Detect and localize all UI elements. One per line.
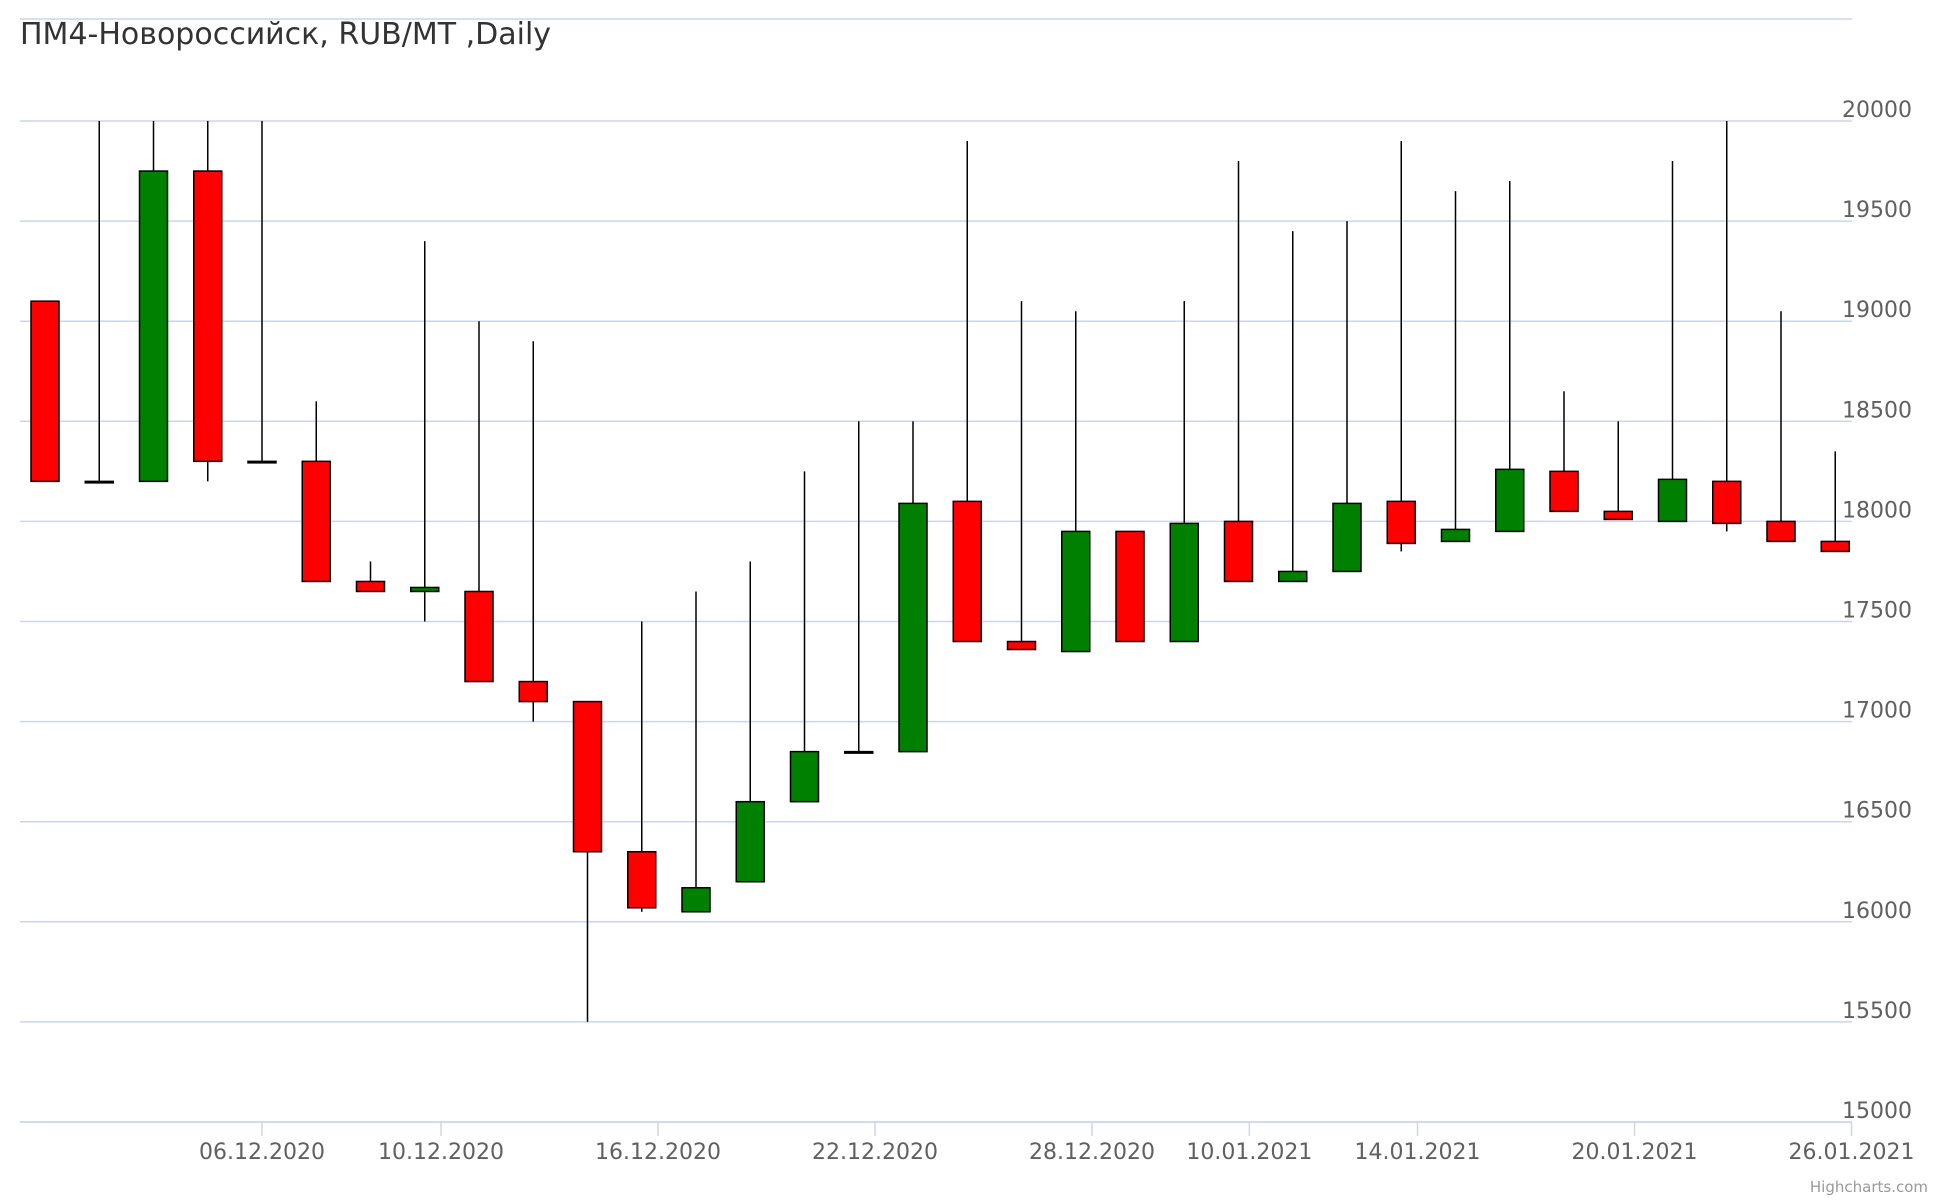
candles	[30, 121, 1850, 1022]
candle-body-up	[1278, 570, 1308, 583]
axes: 15000 15500 16000 16500 17000 17500 18000 18500…	[20, 98, 1915, 1165]
grid-lines	[20, 18, 1852, 1123]
candle-body-down	[1006, 640, 1037, 651]
x-tick-label: 14.01.2021	[1355, 1140, 1481, 1165]
candle[interactable]	[1223, 161, 1254, 583]
candle[interactable]	[193, 121, 223, 482]
candle-body-down	[1820, 540, 1850, 553]
x-tick-label: 22.12.2020	[812, 1140, 938, 1165]
candle-body-up	[138, 170, 169, 483]
x-tick-label: 16.12.2020	[595, 1140, 721, 1165]
candle-body-down	[518, 680, 548, 703]
y-tick-label: 15500	[1842, 999, 1912, 1024]
candle-body-down	[355, 580, 386, 593]
candle[interactable]	[681, 591, 711, 913]
candle-body-up	[1440, 528, 1471, 543]
x-tick-label: 28.12.2020	[1029, 1140, 1155, 1165]
candle-body-up	[1061, 530, 1091, 653]
y-tick-label: 15000	[1842, 1099, 1912, 1124]
candle[interactable]	[464, 321, 494, 683]
candle-body-up	[1495, 468, 1525, 533]
y-tick-label: 19500	[1842, 198, 1912, 223]
y-tick-label: 18500	[1842, 398, 1912, 423]
candle-body-up	[898, 502, 928, 753]
candle-body-down	[1115, 530, 1145, 643]
candle[interactable]	[898, 421, 928, 753]
candle[interactable]	[1820, 451, 1850, 553]
candle-body-down	[1766, 520, 1796, 543]
candle-body-up	[1169, 522, 1199, 643]
candle[interactable]	[735, 561, 765, 883]
candle[interactable]	[627, 621, 657, 912]
x-tick-label: 10.01.2021	[1186, 1140, 1312, 1165]
candle-body-down	[952, 500, 982, 643]
candle-body-up	[681, 887, 711, 913]
candle-body-down	[1386, 500, 1416, 545]
candle[interactable]	[1115, 530, 1145, 643]
candle-body-down	[193, 170, 223, 463]
candle[interactable]	[1495, 181, 1525, 533]
candle[interactable]	[518, 341, 548, 722]
candle-body-down	[1712, 480, 1742, 525]
candle-body-up	[844, 750, 874, 754]
x-tick-label: 20.01.2021	[1572, 1140, 1698, 1165]
candle[interactable]	[1657, 161, 1688, 523]
candle-body-down	[572, 700, 603, 853]
x-tick-label: 26.01.2021	[1789, 1140, 1915, 1165]
chart-title: ПМ4-Новороссийск, RUB/MT ,Daily	[20, 17, 551, 52]
candle-body-down	[1223, 520, 1254, 583]
candle-body-up	[1657, 478, 1688, 523]
y-tick-label: 16500	[1842, 799, 1912, 824]
candle[interactable]	[952, 141, 982, 643]
y-tick-label: 19000	[1842, 298, 1912, 323]
y-tick-label: 18000	[1842, 498, 1912, 523]
candle[interactable]	[1278, 231, 1308, 583]
candle-body-up	[789, 750, 820, 803]
candle[interactable]	[1061, 311, 1091, 653]
candle-body-up	[247, 460, 277, 464]
candle[interactable]	[1332, 221, 1362, 573]
candle-body-down	[1549, 470, 1579, 513]
candle-body-up	[84, 480, 114, 484]
candle-body-up	[410, 586, 440, 593]
x-tick-label: 06.12.2020	[199, 1140, 325, 1165]
candle[interactable]	[1006, 301, 1037, 651]
candle[interactable]	[1386, 141, 1416, 552]
candle[interactable]	[1440, 191, 1471, 543]
candle[interactable]	[572, 700, 603, 1022]
candle[interactable]	[1169, 301, 1199, 643]
candle[interactable]	[84, 121, 114, 484]
candle[interactable]	[1712, 121, 1742, 532]
y-tick-label: 17500	[1842, 599, 1912, 624]
candle-body-up	[1332, 502, 1362, 573]
y-tick-label: 20000	[1842, 98, 1912, 123]
candle-body-down	[301, 460, 331, 583]
candle[interactable]	[355, 561, 386, 593]
x-tick-label: 10.12.2020	[378, 1140, 504, 1165]
candle[interactable]	[1766, 311, 1796, 543]
candle[interactable]	[1549, 391, 1579, 513]
candle-body-down	[627, 850, 657, 909]
candle[interactable]	[410, 241, 440, 622]
y-tick-label: 17000	[1842, 699, 1912, 724]
candle[interactable]	[844, 421, 874, 754]
candle-body-down	[464, 590, 494, 683]
candle-body-down	[1603, 510, 1633, 521]
candle[interactable]	[138, 121, 169, 483]
credits-link[interactable]: Highcharts.com	[1810, 1178, 1928, 1196]
y-tick-label: 16000	[1842, 899, 1912, 924]
candle[interactable]	[789, 471, 820, 803]
candle[interactable]	[247, 121, 277, 464]
candle-body-up	[735, 800, 765, 883]
candle-body-down	[30, 300, 60, 483]
candle[interactable]	[301, 401, 331, 583]
candle[interactable]	[1603, 421, 1633, 521]
candle[interactable]	[30, 300, 60, 483]
